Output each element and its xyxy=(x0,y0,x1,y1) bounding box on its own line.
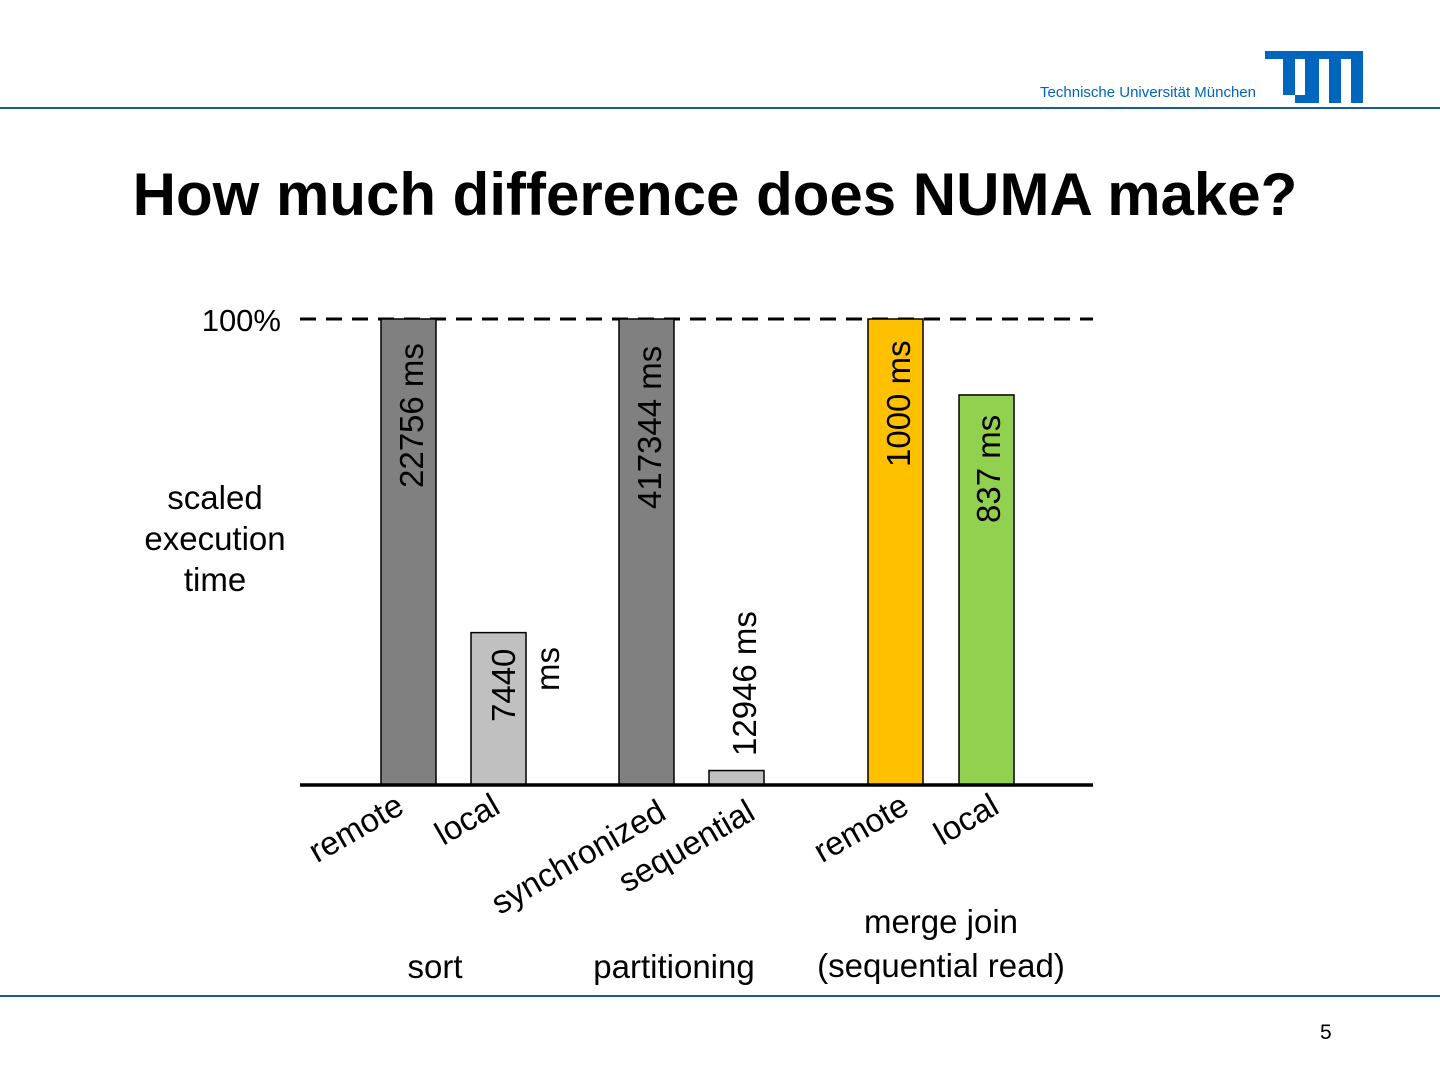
group-label: partitioning xyxy=(593,948,754,985)
reference-line-label: 100% xyxy=(202,303,281,338)
slide-title: How much difference does NUMA make? xyxy=(132,161,1298,228)
category-tick-label: local xyxy=(428,786,505,852)
bar-partitioning-sequential xyxy=(708,769,765,786)
bar-value-label: 7440 xyxy=(485,649,522,722)
bar-value-label: 417344 ms xyxy=(631,346,668,509)
bar-merge-local xyxy=(958,394,1015,786)
page-number: 5 xyxy=(1320,1021,1332,1044)
bar-value-label: ms xyxy=(529,647,566,691)
bar-partitioning-synchronized xyxy=(618,318,675,786)
footer-rule xyxy=(0,995,1440,997)
y-axis-label-line: execution xyxy=(144,520,285,557)
bar-value-label: 22756 ms xyxy=(393,343,430,488)
bar-value-label: 12946 ms xyxy=(726,611,763,756)
bar-merge-remote xyxy=(867,318,924,786)
y-axis-label-line: scaled xyxy=(167,479,262,516)
group-label: sort xyxy=(407,948,462,985)
header-rule xyxy=(0,107,1440,109)
tum-logo xyxy=(1265,51,1363,103)
y-axis-label-line: time xyxy=(184,561,246,598)
bar-value-label: 1000 ms xyxy=(880,340,917,467)
category-tick-label: remote xyxy=(302,786,409,869)
bar-value-label: 837 ms xyxy=(970,415,1007,523)
category-tick-label: local xyxy=(927,786,1004,852)
group-label: merge join xyxy=(864,903,1018,940)
bar-sort-local xyxy=(470,631,527,786)
group-label: (sequential read) xyxy=(817,947,1065,984)
university-name: Technische Universität München xyxy=(1040,84,1256,101)
category-tick-label: remote xyxy=(807,786,914,869)
